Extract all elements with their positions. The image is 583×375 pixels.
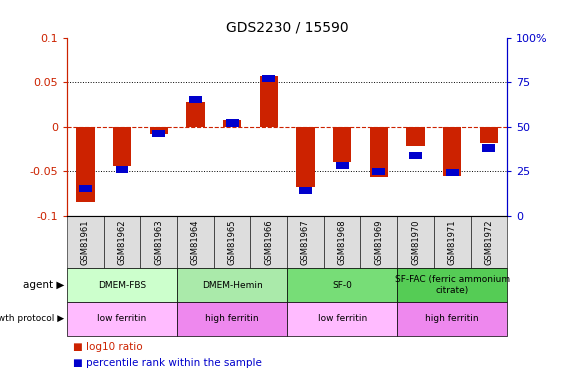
- Bar: [67, 302, 177, 336]
- Text: GSM81961: GSM81961: [81, 219, 90, 265]
- Text: GSM81962: GSM81962: [118, 219, 127, 265]
- Bar: [189, 96, 202, 104]
- Bar: [262, 75, 275, 82]
- Bar: [446, 170, 459, 177]
- FancyBboxPatch shape: [397, 216, 434, 268]
- Text: GSM81971: GSM81971: [448, 219, 456, 265]
- Text: DMEM-Hemin: DMEM-Hemin: [202, 280, 262, 290]
- FancyBboxPatch shape: [470, 216, 507, 268]
- Bar: [336, 162, 349, 170]
- Text: GSM81965: GSM81965: [227, 219, 237, 265]
- Bar: [150, 127, 168, 134]
- Bar: [152, 130, 165, 137]
- Bar: [296, 127, 315, 187]
- FancyBboxPatch shape: [434, 216, 470, 268]
- Bar: [79, 185, 92, 192]
- Bar: [443, 127, 461, 177]
- Text: ■ log10 ratio: ■ log10 ratio: [73, 342, 142, 352]
- Bar: [76, 127, 94, 202]
- Bar: [409, 152, 422, 159]
- Text: SF-FAC (ferric ammonium
citrate): SF-FAC (ferric ammonium citrate): [395, 275, 510, 295]
- Bar: [177, 302, 287, 336]
- FancyBboxPatch shape: [177, 216, 214, 268]
- Bar: [299, 187, 312, 194]
- Title: GDS2230 / 15590: GDS2230 / 15590: [226, 21, 349, 35]
- Text: GSM81972: GSM81972: [484, 219, 493, 265]
- Text: GSM81970: GSM81970: [411, 219, 420, 265]
- Text: low ferritin: low ferritin: [97, 314, 147, 323]
- FancyBboxPatch shape: [214, 216, 251, 268]
- Bar: [483, 144, 496, 152]
- Text: agent ▶: agent ▶: [23, 280, 64, 290]
- FancyBboxPatch shape: [104, 216, 141, 268]
- Bar: [223, 120, 241, 127]
- Bar: [397, 268, 507, 302]
- Bar: [115, 166, 128, 173]
- Bar: [67, 268, 177, 302]
- Text: DMEM-FBS: DMEM-FBS: [98, 280, 146, 290]
- Text: high ferritin: high ferritin: [205, 314, 259, 323]
- Bar: [333, 127, 352, 162]
- FancyBboxPatch shape: [360, 216, 397, 268]
- Bar: [370, 127, 388, 177]
- FancyBboxPatch shape: [287, 216, 324, 268]
- Text: growth protocol ▶: growth protocol ▶: [0, 314, 64, 323]
- Text: SF-0: SF-0: [332, 280, 352, 290]
- Text: low ferritin: low ferritin: [318, 314, 367, 323]
- FancyBboxPatch shape: [251, 216, 287, 268]
- Text: ■ percentile rank within the sample: ■ percentile rank within the sample: [73, 357, 262, 368]
- Bar: [406, 127, 424, 146]
- Bar: [373, 168, 385, 175]
- Bar: [287, 302, 397, 336]
- FancyBboxPatch shape: [141, 216, 177, 268]
- Bar: [259, 76, 278, 127]
- Text: GSM81969: GSM81969: [374, 219, 384, 265]
- Bar: [177, 268, 287, 302]
- Text: GSM81968: GSM81968: [338, 219, 347, 265]
- Text: high ferritin: high ferritin: [426, 314, 479, 323]
- FancyBboxPatch shape: [324, 216, 360, 268]
- Bar: [186, 102, 205, 127]
- Text: GSM81967: GSM81967: [301, 219, 310, 265]
- Text: GSM81963: GSM81963: [154, 219, 163, 265]
- Text: GSM81964: GSM81964: [191, 219, 200, 265]
- Bar: [113, 127, 131, 166]
- Bar: [226, 120, 238, 127]
- Bar: [397, 302, 507, 336]
- FancyBboxPatch shape: [67, 216, 104, 268]
- Bar: [480, 127, 498, 142]
- Bar: [287, 268, 397, 302]
- Text: GSM81966: GSM81966: [264, 219, 273, 265]
